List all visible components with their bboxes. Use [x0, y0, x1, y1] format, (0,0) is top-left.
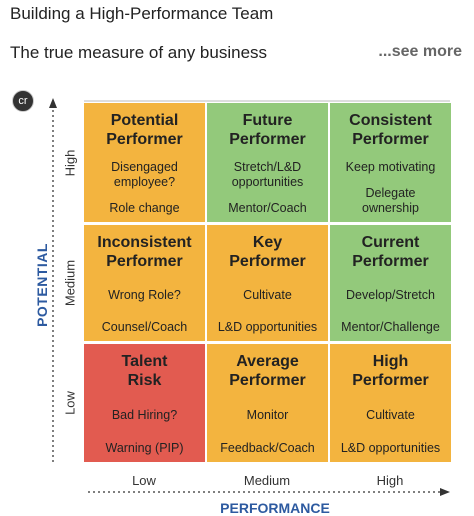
- cell-title-line: Talent: [121, 353, 168, 370]
- column-level-label: Medium: [243, 473, 291, 488]
- cell-note: Wrong Role?: [108, 288, 181, 303]
- grid-cell: Talent Risk Bad Hiring? Warning (PIP): [84, 344, 205, 462]
- cell-note-line: Keep motivating: [345, 160, 436, 174]
- cell-note-line: employee?: [113, 175, 176, 189]
- grid-cell: Future Performer Stretch/L&D opportunities M…: [207, 103, 328, 222]
- cell-note: Feedback/Coach: [220, 441, 315, 456]
- cell-title-line: Average: [236, 353, 299, 370]
- cell-note-line: Role change: [109, 201, 180, 215]
- cell-note: Mentor/Challenge: [341, 320, 440, 335]
- cell-note-line: L&D opportunities: [217, 320, 318, 334]
- post-text: The true measure of any business: [10, 43, 268, 62]
- cell-note: Keep motivating: [346, 160, 436, 175]
- x-axis-label: PERFORMANCE: [220, 500, 330, 516]
- cell-note: Role change: [109, 201, 179, 216]
- cell-title: Consistent Performer: [349, 111, 432, 149]
- y-axis-label: POTENTIAL: [34, 243, 50, 327]
- cell-note: Stretch/L&D opportunities: [232, 160, 304, 190]
- cell-title-line: Future: [242, 112, 293, 129]
- cell-note-line: Counsel/Coach: [101, 320, 188, 334]
- grid-cell: Consistent Performer Keep motivating Delega…: [330, 103, 451, 222]
- cell-note-line: opportunities: [231, 175, 304, 189]
- cell-title: Current Performer: [352, 233, 428, 271]
- see-more[interactable]: ...see more: [378, 43, 462, 60]
- grid-cell: Inconsistent Performer Wrong Role? Counsel/…: [84, 225, 205, 341]
- cell-note: L&D opportunities: [218, 320, 317, 335]
- cell-title: Talent Risk: [122, 352, 168, 390]
- cell-note: Cultivate: [366, 408, 415, 423]
- cell-title: Inconsistent Performer: [97, 233, 191, 271]
- cell-title: Key Performer: [229, 233, 305, 271]
- cell-title-line: Key: [252, 234, 283, 251]
- cell-note-line: Develop/Stretch: [346, 288, 435, 302]
- cell-title-line: Potential: [110, 112, 179, 129]
- row-level-label: Low: [62, 391, 78, 415]
- column-level-label: Low: [132, 473, 156, 488]
- cell-note-line: Warning (PIP): [105, 441, 184, 455]
- cell-note-line: Mentor/Challenge: [341, 320, 440, 334]
- cell-note: Counsel/Coach: [102, 320, 187, 335]
- grid-cell: Key Performer Cultivate L&D opportunities: [207, 225, 328, 341]
- grid-cell: Potential Performer Disengaged employee? Rol…: [84, 103, 205, 222]
- cell-title: High Performer: [352, 352, 428, 390]
- cell-note-line: Bad Hiring?: [111, 408, 178, 422]
- badge: cr: [12, 90, 34, 112]
- cell-note-line: L&D opportunities: [340, 441, 441, 455]
- cell-note: Monitor: [247, 408, 289, 423]
- cell-title-line: Performer: [229, 253, 306, 270]
- cell-title-line: High: [372, 353, 409, 370]
- cell-note: Mentor/Coach: [228, 201, 307, 216]
- cell-note-line: Stretch/L&D: [233, 160, 302, 174]
- cell-note: L&D opportunities: [341, 441, 440, 456]
- cell-note-line: Delegate: [365, 186, 416, 200]
- cell-note-line: Monitor: [246, 408, 289, 422]
- post-title: Building a High-Performance Team: [10, 4, 274, 23]
- cell-note-line: Cultivate: [243, 288, 292, 302]
- cell-note-line: Feedback/Coach: [220, 441, 315, 455]
- row-level-label: Medium: [62, 259, 78, 307]
- cell-title-line: Performer: [352, 253, 429, 270]
- grid-cell: Average Performer Monitor Feedback/Coach: [207, 344, 328, 462]
- cell-title-line: Performer: [352, 372, 429, 389]
- grid-cell: High Performer Cultivate L&D opportunities: [330, 344, 451, 462]
- cell-title-line: Consistent: [349, 112, 432, 129]
- cell-note: Disengaged employee?: [111, 160, 178, 190]
- cell-note: Bad Hiring?: [112, 408, 177, 423]
- cell-note: Warning (PIP): [105, 441, 183, 456]
- row-level-label: High: [62, 149, 78, 176]
- cell-note-line: ownership: [362, 201, 419, 215]
- cell-note: Delegate ownership: [362, 186, 419, 216]
- cell-title: Average Performer: [229, 352, 305, 390]
- cell-note-line: Disengaged: [111, 160, 178, 174]
- cell-title-line: Performer: [229, 372, 306, 389]
- cell-title-line: Performer: [106, 253, 183, 270]
- cell-title: Future Performer: [229, 111, 305, 149]
- cell-title-line: Risk: [127, 372, 162, 389]
- cell-title-line: Inconsistent: [97, 234, 192, 251]
- cell-note-line: Mentor/Coach: [228, 201, 307, 215]
- cell-title: Potential Performer: [106, 111, 182, 149]
- cell-note-line: Wrong Role?: [108, 288, 181, 302]
- grid-cell: Current Performer Develop/Stretch Mentor/Ch…: [330, 225, 451, 341]
- cell-title-line: Performer: [106, 131, 183, 148]
- cell-title-line: Performer: [229, 131, 306, 148]
- cell-note-line: Cultivate: [366, 408, 415, 422]
- cell-title-line: Performer: [352, 131, 429, 148]
- cell-note: Cultivate: [243, 288, 292, 303]
- column-level-label: High: [376, 473, 404, 488]
- cell-title-line: Current: [361, 234, 420, 251]
- cell-note: Develop/Stretch: [346, 288, 435, 303]
